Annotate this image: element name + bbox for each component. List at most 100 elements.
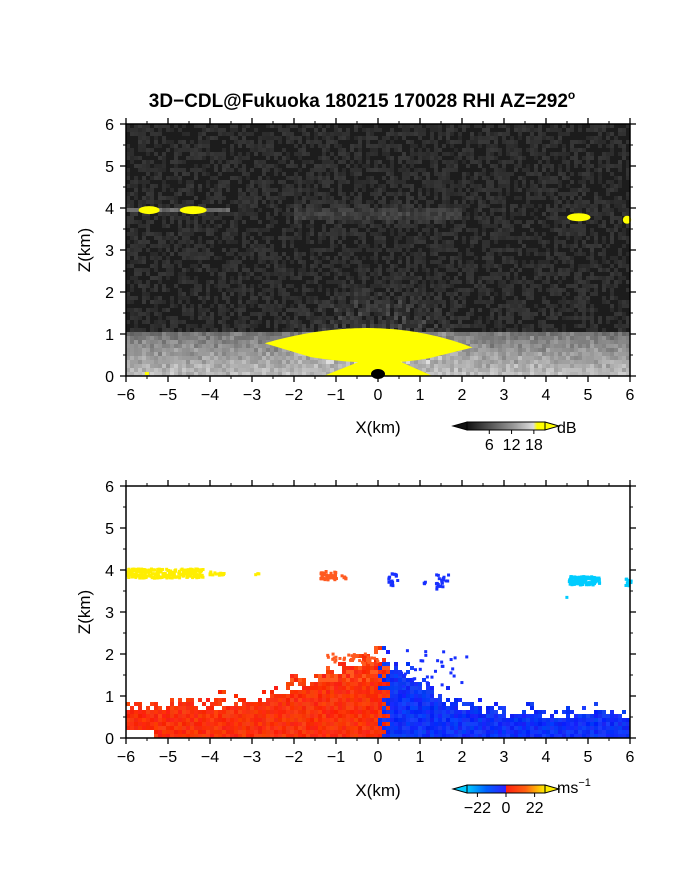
reflectivity-cell	[166, 212, 170, 216]
reflectivity-cell	[450, 140, 454, 144]
reflectivity-cell	[274, 136, 278, 140]
reflectivity-cell	[254, 228, 258, 232]
reflectivity-cell	[590, 256, 594, 260]
reflectivity-cell	[394, 176, 398, 180]
reflectivity-cell	[546, 304, 550, 308]
reflectivity-cell	[486, 140, 490, 144]
reflectivity-cell	[278, 288, 282, 292]
reflectivity-cell	[202, 312, 206, 316]
reflectivity-cell	[426, 276, 430, 280]
reflectivity-cell	[494, 236, 498, 240]
reflectivity-cell	[194, 252, 198, 256]
reflectivity-cell	[322, 200, 326, 204]
reflectivity-cell	[406, 256, 410, 260]
reflectivity-cell	[478, 200, 482, 204]
reflectivity-cell	[534, 156, 538, 160]
reflectivity-cell	[418, 216, 422, 220]
reflectivity-cell	[162, 152, 166, 156]
reflectivity-cell	[162, 208, 166, 212]
reflectivity-cell	[478, 196, 482, 200]
reflectivity-cell	[426, 224, 430, 228]
reflectivity-cell	[586, 220, 590, 224]
reflectivity-cell	[266, 140, 270, 144]
reflectivity-cell	[142, 168, 146, 172]
reflectivity-cell	[278, 308, 282, 312]
reflectivity-cell	[410, 284, 414, 288]
reflectivity-cell	[586, 360, 590, 364]
reflectivity-cell	[206, 180, 210, 184]
reflectivity-cell	[274, 360, 278, 364]
reflectivity-cell	[390, 272, 394, 276]
reflectivity-cell	[322, 360, 326, 364]
reflectivity-cell	[494, 324, 498, 328]
reflectivity-cell	[586, 280, 590, 284]
reflectivity-cell	[386, 296, 390, 300]
reflectivity-cell	[154, 268, 158, 272]
reflectivity-cell	[562, 260, 566, 264]
reflectivity-cell	[202, 324, 206, 328]
reflectivity-cell	[270, 296, 274, 300]
reflectivity-cell	[386, 324, 390, 328]
reflectivity-cell	[434, 140, 438, 144]
reflectivity-cell	[298, 212, 302, 216]
reflectivity-cell	[178, 276, 182, 280]
reflectivity-cell	[274, 168, 278, 172]
reflectivity-cell	[622, 332, 626, 336]
reflectivity-cell	[522, 360, 526, 364]
reflectivity-cell	[262, 268, 266, 272]
reflectivity-cell	[610, 216, 614, 220]
reflectivity-cell	[250, 360, 254, 364]
reflectivity-cell	[366, 308, 370, 312]
reflectivity-cell	[222, 312, 226, 316]
reflectivity-cell	[398, 220, 402, 224]
reflectivity-cell	[134, 336, 138, 340]
reflectivity-cell	[446, 136, 450, 140]
reflectivity-cell	[150, 340, 154, 344]
reflectivity-cell	[430, 300, 434, 304]
reflectivity-cell	[430, 320, 434, 324]
reflectivity-cell	[302, 288, 306, 292]
reflectivity-cell	[482, 204, 486, 208]
reflectivity-cell	[286, 268, 290, 272]
reflectivity-cell	[226, 316, 230, 320]
reflectivity-cell	[526, 148, 530, 152]
reflectivity-cell	[610, 356, 614, 360]
reflectivity-cell	[174, 204, 178, 208]
reflectivity-cell	[614, 184, 618, 188]
reflectivity-cell	[134, 252, 138, 256]
reflectivity-cell	[374, 224, 378, 228]
reflectivity-cell	[306, 204, 310, 208]
reflectivity-cell	[290, 160, 294, 164]
reflectivity-cell	[626, 336, 630, 340]
reflectivity-cell	[206, 324, 210, 328]
reflectivity-cell	[458, 280, 462, 284]
reflectivity-cell	[174, 284, 178, 288]
reflectivity-cell	[598, 224, 602, 228]
reflectivity-cell	[134, 364, 138, 368]
reflectivity-cell	[362, 164, 366, 168]
reflectivity-cell	[610, 332, 614, 336]
reflectivity-cell	[218, 180, 222, 184]
reflectivity-cell	[314, 256, 318, 260]
reflectivity-cell	[318, 212, 322, 216]
reflectivity-cell	[338, 132, 342, 136]
reflectivity-cell	[378, 300, 382, 304]
reflectivity-cell	[290, 268, 294, 272]
reflectivity-cell	[522, 344, 526, 348]
reflectivity-cell	[294, 176, 298, 180]
reflectivity-cell	[186, 336, 190, 340]
reflectivity-cell	[430, 292, 434, 296]
reflectivity-cell	[150, 336, 154, 340]
reflectivity-cell	[426, 152, 430, 156]
reflectivity-cell	[322, 184, 326, 188]
reflectivity-cell	[578, 300, 582, 304]
reflectivity-cell	[262, 304, 266, 308]
reflectivity-cell	[190, 316, 194, 320]
reflectivity-cell	[578, 268, 582, 272]
reflectivity-cell	[142, 336, 146, 340]
reflectivity-cell	[382, 240, 386, 244]
reflectivity-cell	[510, 172, 514, 176]
reflectivity-cell	[558, 256, 562, 260]
reflectivity-cell	[590, 136, 594, 140]
reflectivity-cell	[410, 148, 414, 152]
